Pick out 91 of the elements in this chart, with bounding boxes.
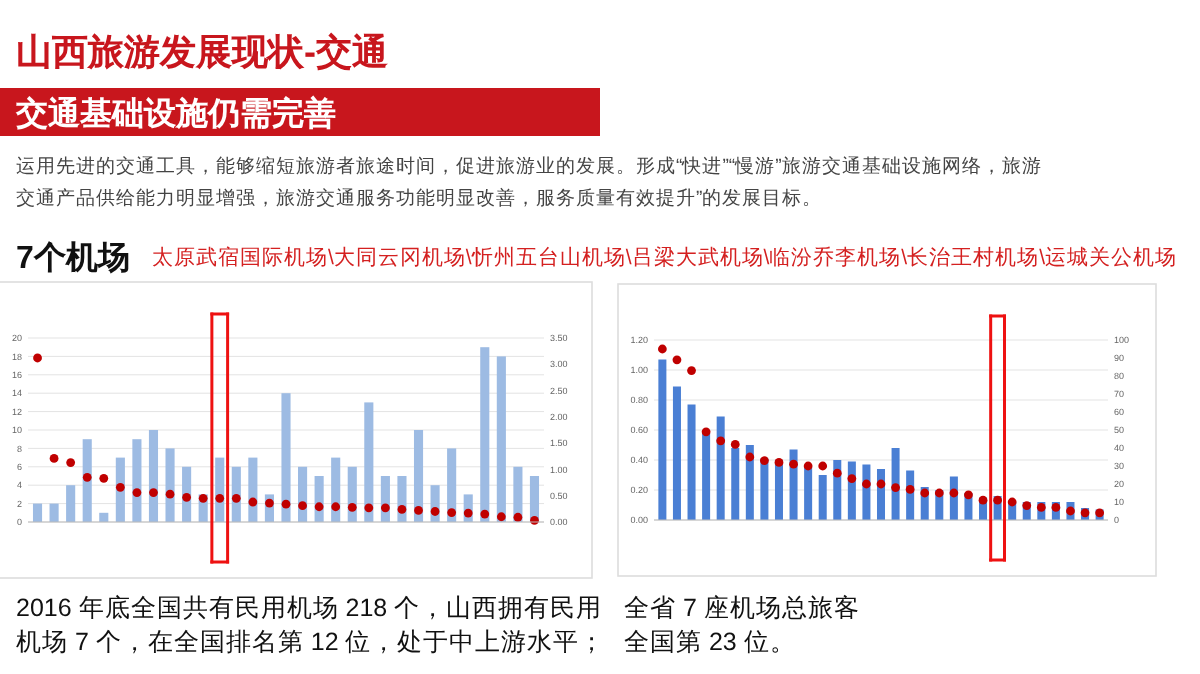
point bbox=[862, 479, 871, 489]
text: 交通产品供给能力明显增强，旅游交通服务功能明显改善，服务质量有效提升”的发展目标。 bbox=[16, 186, 823, 210]
point bbox=[832, 468, 842, 478]
bar bbox=[281, 393, 291, 522]
point bbox=[701, 427, 711, 437]
point bbox=[789, 459, 798, 469]
point bbox=[198, 493, 208, 503]
text: 2016 年底全国共有民用机场 218 个，山西拥有民用 bbox=[16, 594, 603, 622]
point bbox=[964, 490, 973, 500]
point bbox=[347, 502, 357, 512]
point bbox=[496, 512, 506, 522]
bar bbox=[731, 448, 740, 520]
point bbox=[745, 452, 755, 462]
point bbox=[364, 503, 374, 513]
point bbox=[149, 488, 158, 497]
point bbox=[1007, 497, 1017, 507]
bar bbox=[447, 448, 457, 522]
bar bbox=[32, 503, 43, 522]
bar bbox=[49, 503, 59, 522]
bar bbox=[789, 449, 798, 520]
text: 全省 7 座机场总旅客 bbox=[624, 592, 860, 622]
point bbox=[182, 492, 192, 502]
point bbox=[818, 461, 828, 471]
point bbox=[331, 502, 341, 512]
point bbox=[447, 508, 457, 517]
point bbox=[978, 495, 988, 505]
point bbox=[657, 344, 667, 354]
bar bbox=[132, 439, 142, 522]
point bbox=[397, 504, 407, 514]
text: 运用先进的交通工具，能够缩短旅游者旅途时间，促进旅游业的发展。形成“快进”“慢游”旅游交通基础设施网络，旅游 bbox=[16, 154, 1042, 178]
bar bbox=[165, 448, 175, 522]
point bbox=[314, 502, 324, 512]
text: 山西旅游发展现状-交通 bbox=[16, 32, 388, 72]
point bbox=[215, 493, 225, 503]
point bbox=[231, 493, 241, 503]
point bbox=[265, 498, 274, 508]
bar bbox=[496, 356, 506, 522]
point bbox=[132, 488, 142, 497]
text: 7个机场 bbox=[16, 240, 130, 276]
bar bbox=[66, 485, 76, 522]
text: 机场 7 个，在全国排名第 12 位，处于中上游水平； bbox=[16, 628, 606, 656]
point bbox=[847, 474, 857, 483]
bar bbox=[804, 467, 813, 520]
point bbox=[414, 506, 423, 515]
point bbox=[463, 508, 473, 518]
point bbox=[49, 453, 59, 463]
bar bbox=[364, 402, 374, 522]
point bbox=[380, 503, 390, 513]
point bbox=[1022, 501, 1032, 510]
bar bbox=[248, 457, 258, 522]
bar bbox=[716, 416, 725, 520]
point bbox=[513, 512, 523, 522]
point bbox=[115, 482, 125, 492]
point bbox=[760, 456, 769, 465]
point bbox=[99, 473, 109, 483]
point bbox=[66, 458, 76, 467]
point bbox=[730, 440, 740, 449]
bar bbox=[658, 359, 667, 520]
point bbox=[993, 495, 1002, 505]
point bbox=[281, 499, 291, 509]
point bbox=[774, 458, 784, 467]
point bbox=[298, 501, 307, 511]
point bbox=[672, 355, 682, 365]
point bbox=[1036, 503, 1046, 512]
bar bbox=[687, 404, 696, 520]
bar bbox=[818, 475, 827, 520]
bar bbox=[413, 430, 424, 522]
point bbox=[803, 461, 813, 471]
point bbox=[949, 488, 959, 498]
text: 太原武宿国际机场\大同云冈机场\忻州五台山机场\吕梁大武机场\临汾乔李机场\长治王村机场\运城关公机场 bbox=[152, 244, 1178, 270]
text: 交通基础设施仍需完善 bbox=[14, 94, 336, 132]
point bbox=[905, 485, 915, 494]
point bbox=[891, 483, 900, 492]
point bbox=[920, 488, 930, 498]
point bbox=[430, 507, 440, 516]
point bbox=[33, 353, 42, 363]
bar bbox=[480, 347, 490, 522]
text: 全国第 23 位。 bbox=[624, 628, 796, 656]
point bbox=[1051, 503, 1061, 512]
point bbox=[248, 497, 258, 507]
bar bbox=[702, 433, 711, 520]
bar bbox=[82, 439, 92, 522]
point bbox=[480, 509, 490, 519]
point bbox=[716, 436, 726, 446]
point bbox=[876, 479, 886, 489]
bar bbox=[148, 430, 159, 522]
point bbox=[165, 489, 175, 499]
point bbox=[687, 366, 696, 375]
bar bbox=[672, 386, 681, 520]
point bbox=[82, 472, 92, 482]
point bbox=[934, 488, 944, 498]
